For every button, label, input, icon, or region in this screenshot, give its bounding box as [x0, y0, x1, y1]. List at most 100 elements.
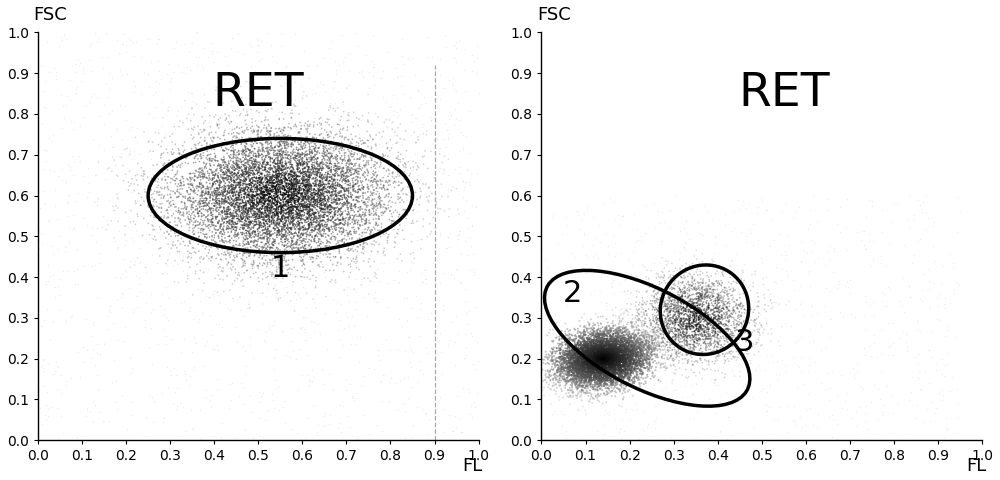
Point [310, 190, 326, 198]
Point [574, 351, 590, 359]
Point [633, 362, 649, 370]
Point [339, 123, 355, 131]
Point [603, 364, 619, 372]
Point [260, 176, 276, 183]
Point [332, 182, 348, 190]
Point [339, 202, 355, 209]
Point [275, 139, 291, 147]
Point [282, 220, 298, 228]
Point [254, 102, 270, 110]
Point [604, 359, 620, 366]
Point [586, 362, 602, 370]
Point [222, 219, 238, 227]
Point [700, 303, 716, 311]
Point [628, 351, 644, 359]
Point [607, 349, 623, 357]
Point [264, 165, 280, 172]
Point [733, 312, 749, 319]
Point [697, 291, 713, 299]
Point [588, 367, 604, 375]
Point [143, 212, 159, 219]
Point [612, 354, 628, 362]
Point [686, 276, 702, 284]
Point [656, 218, 672, 226]
Point [710, 339, 726, 347]
Point [676, 300, 692, 308]
Point [602, 365, 618, 373]
Point [153, 208, 169, 216]
Point [701, 339, 717, 347]
Point [157, 185, 173, 192]
Point [407, 114, 423, 122]
Point [575, 362, 591, 370]
Point [553, 353, 569, 361]
Point [296, 244, 312, 252]
Point [268, 182, 284, 190]
Point [248, 188, 264, 195]
Point [684, 272, 700, 280]
Point [281, 208, 297, 216]
Point [382, 216, 398, 223]
Point [252, 205, 268, 213]
Point [368, 238, 384, 246]
Point [628, 362, 644, 370]
Point [277, 231, 293, 239]
Point [283, 180, 299, 188]
Point [191, 173, 207, 181]
Point [221, 178, 237, 186]
Point [591, 361, 607, 369]
Point [604, 370, 620, 378]
Point [586, 373, 602, 381]
Point [577, 332, 593, 339]
Point [284, 238, 300, 245]
Point [707, 328, 723, 336]
Point [590, 360, 606, 367]
Point [271, 216, 287, 223]
Point [288, 190, 304, 198]
Point [267, 168, 283, 176]
Point [322, 164, 338, 172]
Point [368, 209, 384, 216]
Point [265, 145, 281, 153]
Point [692, 304, 708, 312]
Point [648, 297, 664, 305]
Point [373, 220, 389, 228]
Point [588, 372, 604, 380]
Point [208, 180, 224, 188]
Point [186, 363, 202, 371]
Point [311, 210, 327, 217]
Point [250, 126, 266, 134]
Point [696, 339, 712, 347]
Point [644, 339, 660, 347]
Point [631, 355, 647, 362]
Point [612, 361, 628, 369]
Point [303, 221, 319, 228]
Point [90, 385, 106, 393]
Point [607, 358, 623, 365]
Point [169, 187, 185, 195]
Point [245, 262, 261, 270]
Point [261, 176, 277, 184]
Point [685, 308, 701, 315]
Point [189, 173, 205, 181]
Point [218, 251, 234, 258]
Point [261, 215, 277, 222]
Point [635, 339, 651, 347]
Point [697, 340, 713, 348]
Point [190, 182, 206, 190]
Point [740, 301, 756, 309]
Point [225, 183, 241, 191]
Point [570, 339, 586, 347]
Point [593, 354, 609, 362]
Point [264, 174, 280, 181]
Point [601, 378, 617, 386]
Point [231, 184, 247, 192]
Point [283, 209, 299, 217]
Point [607, 240, 623, 247]
Point [563, 356, 579, 364]
Point [89, 94, 105, 101]
Point [284, 246, 300, 253]
Point [603, 336, 619, 344]
Point [594, 360, 610, 367]
Point [325, 195, 341, 203]
